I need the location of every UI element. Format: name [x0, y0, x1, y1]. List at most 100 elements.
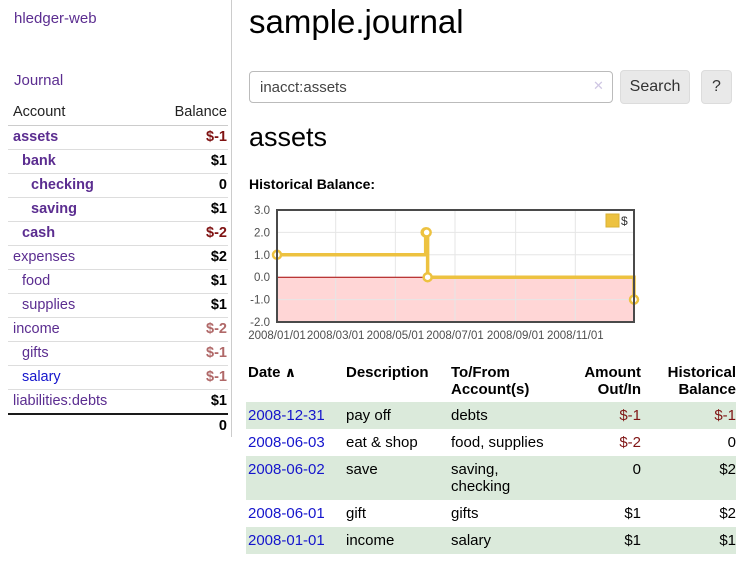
x-tick-label: 2008/11/01: [547, 330, 604, 342]
account-balance: $1: [146, 149, 228, 174]
x-tick-label: 2008/03/01: [307, 330, 365, 342]
transaction-balance: $2: [641, 456, 736, 500]
transaction-description: pay off: [344, 402, 449, 429]
account-link-food[interactable]: food: [22, 273, 51, 289]
account-balance: $-1: [206, 129, 227, 145]
clear-search-icon[interactable]: ✕: [593, 78, 604, 93]
y-tick-label: 3.0: [254, 205, 270, 217]
transaction-accounts: saving, checking: [449, 456, 556, 500]
transaction-date-link[interactable]: 2008-06-03: [248, 434, 325, 451]
sort-ascending-icon: ∧: [284, 364, 297, 380]
account-row: checking 0: [8, 173, 228, 198]
account-row: bank $1: [8, 149, 228, 174]
x-tick-label: 2008/05/01: [367, 330, 425, 342]
transaction-amount: $-2: [619, 434, 641, 451]
register-table: Date ∧ Description To/From Account(s) Am…: [246, 361, 736, 554]
account-balance: $1: [146, 389, 228, 414]
account-row: expenses $2: [8, 245, 228, 270]
account-heading: assets: [249, 122, 328, 152]
transaction-balance: 0: [727, 434, 736, 451]
account-link-expenses[interactable]: expenses: [13, 249, 76, 265]
transaction-date-link[interactable]: 2008-12-31: [248, 407, 325, 424]
account-row: saving $1: [8, 197, 228, 222]
account-row: food $1: [8, 269, 228, 294]
transaction-date-link[interactable]: 2008-01-01: [248, 532, 325, 549]
transaction-amount: $1: [556, 527, 641, 554]
account-link-saving[interactable]: saving: [31, 201, 77, 217]
account-link-cash[interactable]: cash: [22, 225, 56, 241]
legend-swatch: [605, 213, 620, 228]
x-tick-label: 2008/07/01: [426, 330, 484, 342]
search-bar: ✕ Search ?: [249, 70, 741, 104]
x-tick-label: 2008/09/01: [487, 330, 545, 342]
account-row: gifts $-1: [8, 341, 228, 366]
transaction-accounts: debts: [449, 402, 556, 429]
account-balance: $-1: [146, 341, 228, 366]
account-link-checking[interactable]: checking: [31, 177, 94, 193]
y-tick-label: 1.0: [254, 250, 270, 262]
account-row: assets $-1: [8, 126, 228, 150]
y-tick-label: 2.0: [254, 227, 270, 239]
register-row: 2008-06-02 save saving, checking 0 $2: [246, 456, 736, 500]
transaction-balance: $1: [641, 527, 736, 554]
help-button[interactable]: ?: [701, 70, 732, 104]
sidebar-item-journal[interactable]: Journal: [14, 72, 64, 89]
transaction-amount: $1: [624, 505, 641, 522]
page-title: sample.journal: [249, 3, 464, 40]
transaction-description: income: [344, 527, 449, 554]
accounts-total-value: 0: [146, 413, 228, 438]
app-title-link[interactable]: hledger-web: [14, 10, 97, 27]
register-row: 2008-01-01 income salary $1 $1: [246, 527, 736, 554]
account-row: salary $-1: [8, 365, 228, 390]
legend-label: $: [621, 214, 628, 228]
register-header-amount: Amount Out/In: [584, 364, 641, 398]
transaction-accounts: salary: [449, 527, 556, 554]
register-row: 2008-06-03 eat & shop food, supplies $-2 0: [246, 429, 736, 456]
accounts-total-row: 0: [8, 413, 228, 438]
register-header-description: Description: [346, 364, 429, 381]
register-row: 2008-12-31 pay off debts $-1 $-1: [246, 402, 736, 429]
transaction-accounts: gifts: [451, 505, 479, 522]
transaction-accounts: food, supplies: [451, 434, 544, 451]
account-balance: $-2: [146, 221, 228, 246]
transaction-balance: $-1: [641, 402, 736, 429]
account-balance: $1: [146, 269, 228, 294]
accounts-header-account: Account: [8, 100, 146, 126]
account-balance: $-2: [146, 317, 228, 342]
accounts-table: Account Balance assets $-1 bank $1 checking 0…: [8, 100, 228, 438]
data-point-marker: [421, 227, 432, 238]
balance-chart: $3.0 2.0 1.0 0.0 -1.0 -2.0 2008/01/01 2008/03/0…: [248, 203, 720, 353]
account-link-liabilities-debts[interactable]: liabilities:debts: [13, 393, 108, 409]
search-button[interactable]: Search: [620, 70, 690, 104]
register-header-accounts: To/From Account(s): [451, 364, 530, 398]
y-tick-label: 0.0: [254, 272, 270, 284]
y-tick-label: -1.0: [250, 295, 270, 307]
register-header-date[interactable]: Date ∧: [248, 364, 297, 381]
account-link-supplies[interactable]: supplies: [22, 297, 76, 313]
register-header-row: Date ∧ Description To/From Account(s) Am…: [246, 361, 736, 402]
account-balance: $2: [146, 245, 228, 270]
account-link-salary[interactable]: salary: [22, 369, 61, 385]
transaction-amount: $-1: [556, 402, 641, 429]
search-input[interactable]: [249, 71, 613, 103]
account-row: supplies $1: [8, 293, 228, 318]
x-tick-label: 2008/01/01: [248, 330, 306, 342]
plot-border: [276, 209, 635, 323]
sidebar: hledger-web Journal Account Balance asse…: [0, 0, 232, 438]
transaction-description: gift: [346, 505, 367, 522]
main-content: sample.journal ✕ Search ? assets Histori…: [246, 0, 742, 582]
account-row: cash $-2: [8, 221, 228, 246]
account-link-assets[interactable]: assets: [13, 129, 59, 145]
chart-title: Historical Balance:: [249, 176, 376, 192]
register-row: 2008-06-01 gift gifts $1 $2: [246, 500, 736, 527]
account-link-bank[interactable]: bank: [22, 153, 56, 169]
transaction-amount: 0: [556, 456, 641, 500]
transaction-date-link[interactable]: 2008-06-01: [248, 505, 325, 522]
account-balance: $1: [146, 197, 228, 222]
account-link-income[interactable]: income: [13, 321, 60, 337]
transaction-date-link[interactable]: 2008-06-02: [248, 461, 325, 478]
transaction-description: eat & shop: [346, 434, 418, 451]
accounts-header-row: Account Balance: [8, 100, 228, 126]
data-point-marker: [422, 271, 433, 283]
account-link-gifts[interactable]: gifts: [22, 345, 49, 361]
